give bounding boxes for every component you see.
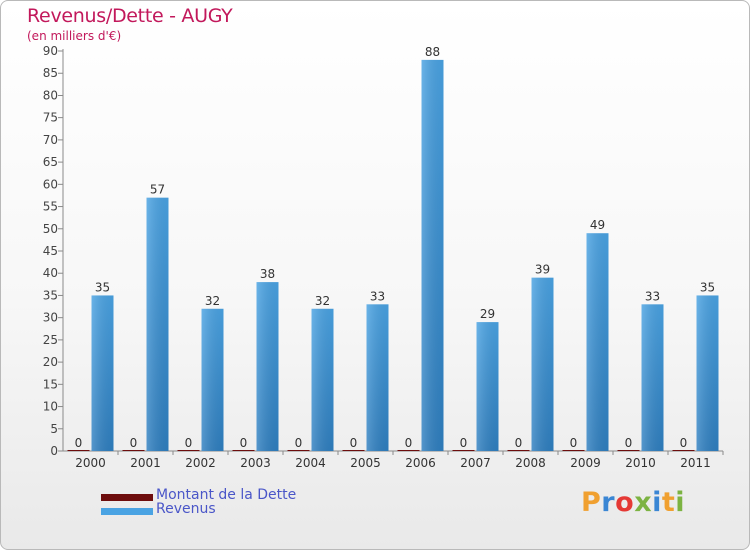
chart-title: Revenus/Dette - AUGY: [27, 5, 233, 27]
data-label-debt: 0: [185, 436, 193, 450]
bar-debt: [617, 450, 640, 451]
data-label-revenue: 32: [205, 294, 220, 308]
y-tick-label: 75: [43, 111, 58, 125]
data-label-debt: 0: [240, 436, 248, 450]
data-label-revenue: 32: [315, 294, 330, 308]
y-tick-label: 35: [43, 288, 58, 302]
y-tick-label: 10: [43, 400, 58, 414]
data-label-revenue: 88: [425, 45, 440, 59]
y-tick-label: 25: [43, 333, 58, 347]
data-label-debt: 0: [295, 436, 303, 450]
data-label-debt: 0: [625, 436, 633, 450]
bar-revenue-shade: [531, 277, 554, 451]
chart-subtitle: (en milliers d'€): [27, 29, 122, 43]
bar-revenue-shade: [91, 295, 114, 451]
data-label-debt: 0: [515, 436, 523, 450]
x-tick-label: 2010: [625, 456, 656, 470]
logo-letter: x: [634, 487, 653, 518]
bar-revenue-shade: [256, 282, 279, 451]
x-tick-label: 2005: [350, 456, 381, 470]
bar-revenue-shade: [311, 308, 334, 451]
data-label-revenue: 38: [260, 267, 275, 281]
data-label-debt: 0: [570, 436, 578, 450]
axes: 0 5 10 15 20 25 30 35 40 45 50 55 60 65 70 75 80 85 90 2000…: [43, 44, 724, 470]
bar-revenue-shade: [586, 233, 609, 451]
data-label-revenue: 57: [150, 183, 165, 197]
data-label-revenue: 33: [370, 289, 385, 303]
bar-debt: [397, 450, 420, 451]
y-tick-label: 70: [43, 133, 58, 147]
data-label-debt: 0: [405, 436, 413, 450]
data-label-revenue: 35: [700, 280, 715, 294]
data-label-debt: 0: [460, 436, 468, 450]
logo-letter: i: [675, 487, 686, 518]
x-tick-label: 2007: [460, 456, 491, 470]
legend-label-revenue: Revenus: [156, 501, 216, 517]
y-tick-label: 60: [43, 177, 58, 191]
x-tick-label: 2008: [515, 456, 546, 470]
bar-debt: [452, 450, 475, 451]
y-tick-label: 55: [43, 200, 58, 214]
bar-revenue-shade: [696, 295, 719, 451]
bar-debt: [177, 450, 200, 451]
logo-letter: i: [652, 487, 662, 518]
data-label-revenue: 49: [590, 218, 605, 232]
data-label-revenue: 39: [535, 263, 550, 277]
bars: [67, 59, 719, 452]
data-label-revenue: 35: [95, 280, 110, 294]
y-tick-label: 5: [50, 422, 58, 436]
y-tick-label: 40: [43, 266, 58, 280]
x-tick-label: 2011: [680, 456, 711, 470]
bar-debt: [287, 450, 310, 451]
logo-letter: r: [601, 487, 616, 518]
data-label-debt: 0: [350, 436, 358, 450]
bar-debt: [122, 450, 145, 451]
legend-swatch-revenue: [101, 508, 153, 515]
bar-debt: [342, 450, 365, 451]
y-tick-label: 15: [43, 377, 58, 391]
x-tick-label: 2004: [295, 456, 326, 470]
bar-revenue-shade: [421, 59, 444, 452]
y-tick-label: 50: [43, 222, 58, 236]
proxiti-logo: Proxiti: [581, 487, 685, 518]
bar-debt: [672, 450, 695, 451]
x-tick-label: 2009: [570, 456, 601, 470]
x-tick-label: 2000: [75, 456, 106, 470]
y-tick-label: 30: [43, 311, 58, 325]
y-tick-label: 0: [50, 444, 58, 458]
logo-letter: t: [661, 487, 676, 518]
bar-revenue-shade: [476, 322, 499, 451]
x-tick-label: 2001: [130, 456, 161, 470]
x-tick-label: 2006: [405, 456, 436, 470]
bar-revenue-shade: [146, 197, 169, 451]
bar-revenue-shade: [201, 308, 224, 451]
data-label-revenue: 29: [480, 307, 495, 321]
x-tick-label: 2003: [240, 456, 271, 470]
bar-debt: [232, 450, 255, 451]
data-label-debt: 0: [680, 436, 688, 450]
x-tick-label: 2002: [185, 456, 216, 470]
data-labels: 0 35 0 57 0 32 0 38 0 32 0 33 0 88 0 29 0 39 0 49 0 33 0 35: [75, 45, 715, 450]
y-tick-label: 65: [43, 155, 58, 169]
y-tick-label: 80: [43, 88, 58, 102]
data-label-revenue: 33: [645, 289, 660, 303]
bar-revenue-shade: [366, 304, 389, 451]
data-label-debt: 0: [130, 436, 138, 450]
y-tick-label: 85: [43, 66, 58, 80]
legend-label-debt: Montant de la Dette: [156, 487, 297, 503]
logo-letter: o: [615, 487, 635, 518]
bar-revenue-shade: [641, 304, 664, 451]
y-tick-label: 90: [43, 44, 58, 58]
bar-debt: [507, 450, 530, 451]
bar-debt: [562, 450, 585, 451]
legend-swatch-debt: [101, 494, 153, 501]
y-tick-label: 45: [43, 244, 58, 258]
bar-debt: [67, 450, 90, 451]
logo-letter: P: [581, 487, 602, 518]
y-tick-label: 20: [43, 355, 58, 369]
data-label-debt: 0: [75, 436, 83, 450]
